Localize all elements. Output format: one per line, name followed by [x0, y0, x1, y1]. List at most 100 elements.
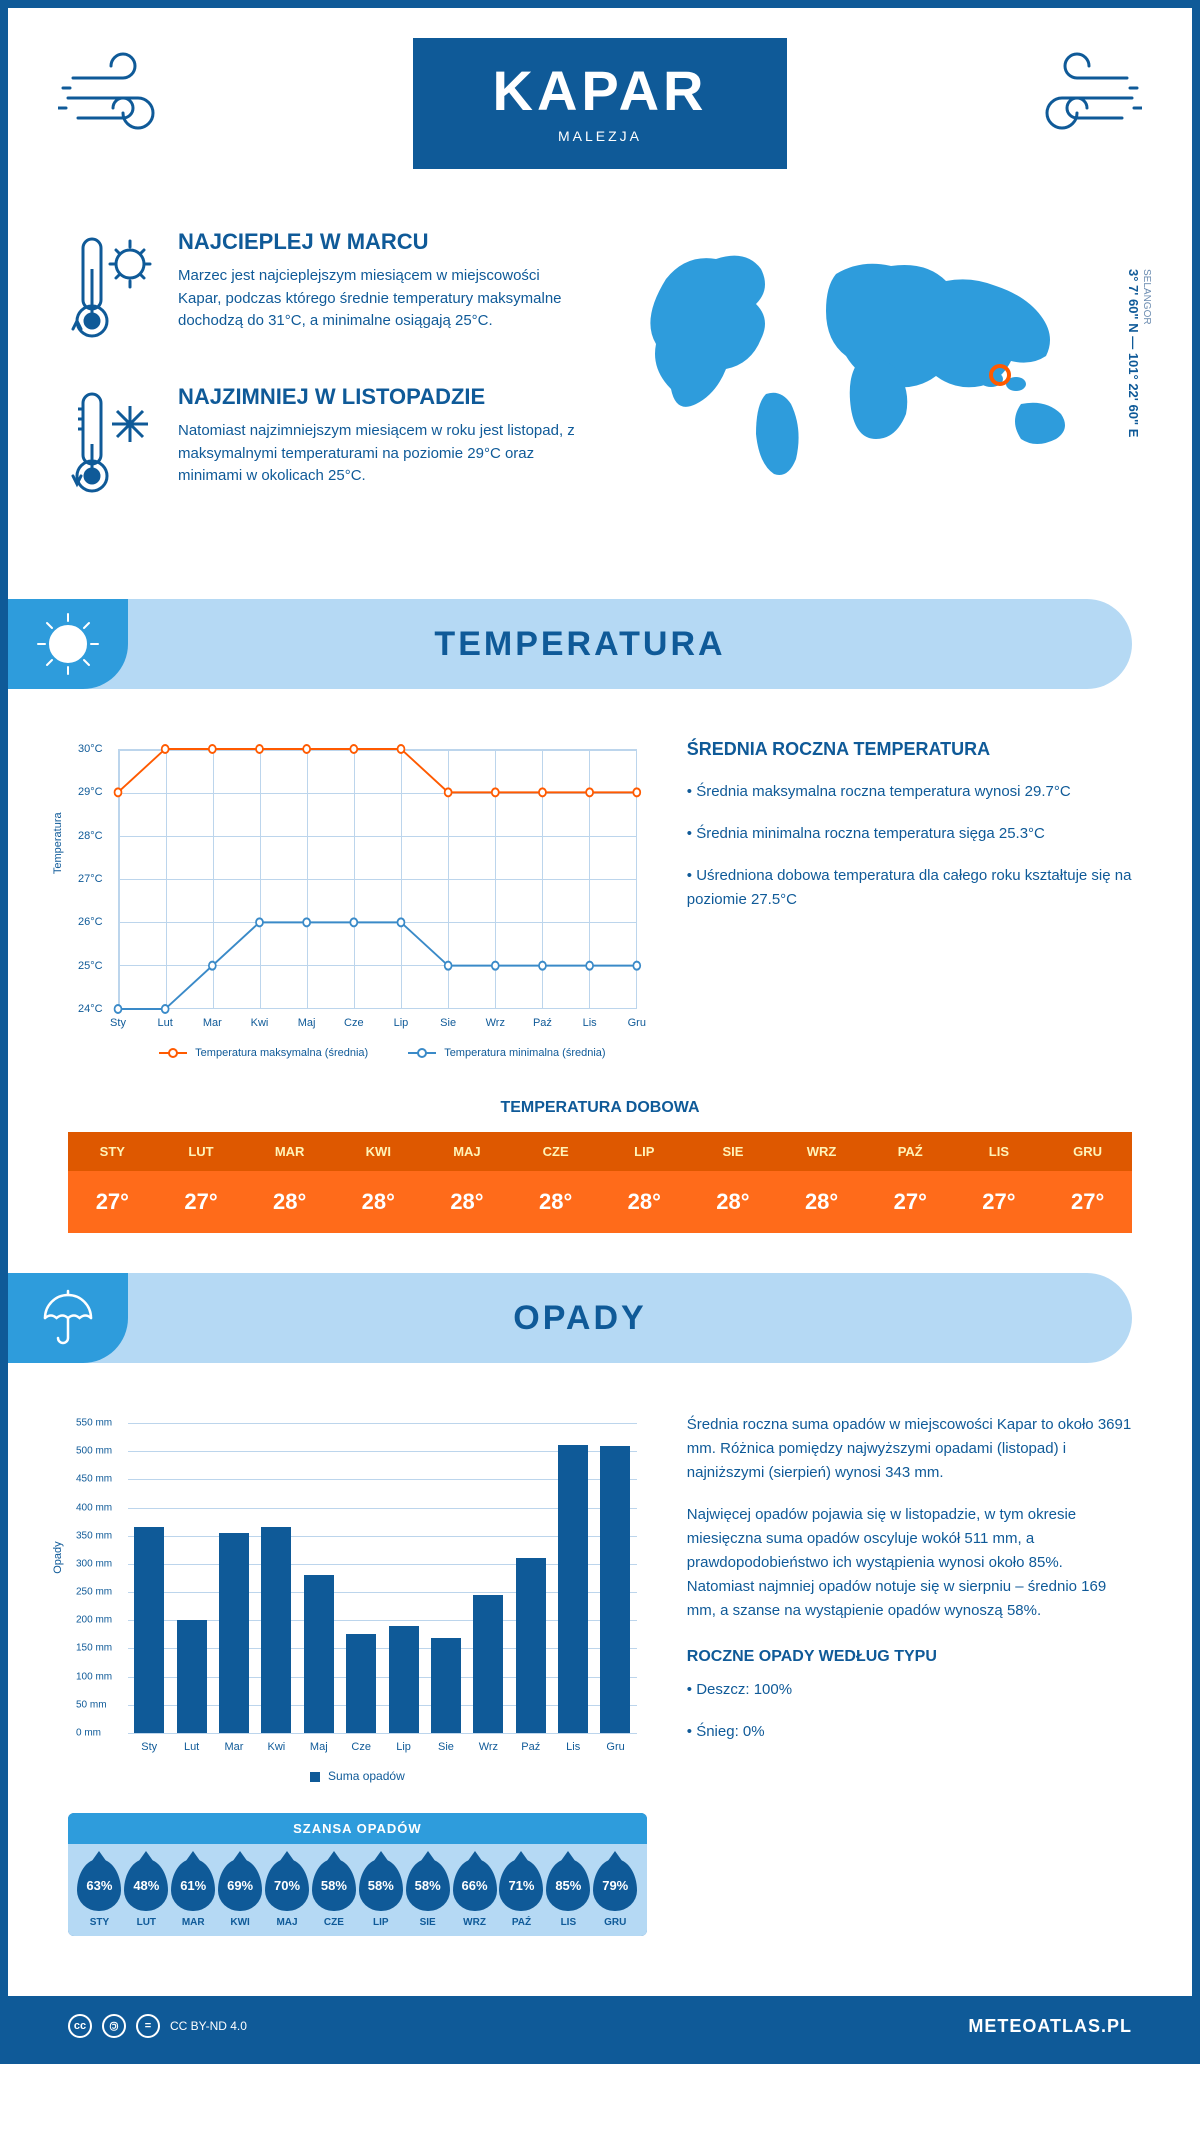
chance-drop: 63% STY [77, 1859, 121, 1928]
bar [431, 1638, 461, 1733]
chance-value: 63% [86, 1878, 112, 1893]
temperature-section-header: TEMPERATURA [8, 599, 1132, 689]
y-tick: 450 mm [76, 1474, 112, 1485]
x-tick: Mar [203, 1017, 222, 1029]
y-tick: 28°C [78, 830, 103, 842]
y-tick: 250 mm [76, 1587, 112, 1598]
x-tick: Kwi [268, 1741, 286, 1753]
chance-drop: 58%CZE [312, 1859, 356, 1928]
warmest-title: NAJCIEPLEJ W MARCU [178, 229, 580, 255]
temp-cell: 28° [689, 1171, 778, 1233]
temperature-info: ŚREDNIA ROCZNA TEMPERATURA • Średnia mak… [687, 739, 1132, 1059]
precipitation-bar-chart: Opady 0 mm50 mm100 mm150 mm200 mm250 mm3… [68, 1413, 647, 1936]
precip-type-info: ROCZNE OPADY WEDŁUG TYPU • Deszcz: 100% •… [687, 1648, 1132, 1744]
temp-cell: 28° [245, 1171, 334, 1233]
chance-drop: 85%LIS [546, 1859, 590, 1928]
month-header: MAJ [423, 1132, 512, 1171]
cc-icon: cc [68, 2014, 92, 2038]
x-tick: Kwi [251, 1017, 269, 1029]
bar [177, 1620, 207, 1733]
temp-cell: 27° [955, 1171, 1044, 1233]
precip-text-2: Najwięcej opadów pojawia się w listopadz… [687, 1503, 1132, 1623]
y-tick: 150 mm [76, 1643, 112, 1654]
chance-value: 66% [462, 1878, 488, 1893]
y-tick: 26°C [78, 916, 103, 928]
chance-value: 69% [227, 1878, 253, 1893]
x-tick: Sty [110, 1017, 126, 1029]
drop-icon: 58% [406, 1859, 450, 1911]
drop-icon: 63% [77, 1859, 121, 1911]
info-point: • Uśredniona dobowa temperatura dla całe… [687, 864, 1132, 912]
y-tick: 0 mm [76, 1728, 101, 1739]
chance-month: LUT [124, 1917, 168, 1928]
type-item: • Deszcz: 100% [687, 1678, 1132, 1702]
location-title: KAPAR [493, 58, 708, 123]
x-tick: Lut [158, 1017, 173, 1029]
month-header: STY [68, 1132, 157, 1171]
location-subtitle: MALEZJA [493, 128, 708, 144]
nd-icon: = [136, 2014, 160, 2038]
x-tick: Gru [606, 1741, 624, 1753]
y-tick: 100 mm [76, 1671, 112, 1682]
brand: METEOATLAS.PL [968, 2016, 1132, 2037]
by-icon: 🄯 [102, 2014, 126, 2038]
type-item: • Śnieg: 0% [687, 1720, 1132, 1744]
drop-icon: 58% [359, 1859, 403, 1911]
chance-month: STY [77, 1917, 121, 1928]
map-column: SELANGOR 3° 7' 60" N — 101° 22' 60" E [620, 229, 1132, 539]
x-tick: Cze [344, 1017, 364, 1029]
temp-cell: 27° [68, 1171, 157, 1233]
y-tick: 24°C [78, 1003, 103, 1015]
info-point: • Średnia maksymalna roczna temperatura … [687, 780, 1132, 804]
x-tick: Paź [533, 1017, 552, 1029]
bar [558, 1445, 588, 1733]
chance-month: MAR [171, 1917, 215, 1928]
x-tick: Paź [521, 1741, 540, 1753]
chance-value: 85% [555, 1878, 581, 1893]
temp-cell: 28° [334, 1171, 423, 1233]
chance-value: 70% [274, 1878, 300, 1893]
month-header: LIS [955, 1132, 1044, 1171]
wind-icon [1002, 48, 1142, 148]
y-axis-label: Opady [52, 1541, 64, 1573]
drop-icon: 48% [124, 1859, 168, 1911]
y-tick: 300 mm [76, 1558, 112, 1569]
legend-min: Temperatura minimalna (średnia) [444, 1047, 605, 1059]
warmest-block: NAJCIEPLEJ W MARCU Marzec jest najcieple… [68, 229, 580, 354]
month-header: MAR [245, 1132, 334, 1171]
daily-temp-title: TEMPERATURA DOBOWA [8, 1099, 1192, 1117]
x-tick: Lis [583, 1017, 597, 1029]
bar [219, 1533, 249, 1733]
chance-month: KWI [218, 1917, 262, 1928]
chance-drop: 48% LUT [124, 1859, 168, 1928]
y-axis-label: Temperatura [52, 812, 64, 874]
temp-cell: 27° [157, 1171, 246, 1233]
world-map [620, 229, 1132, 489]
temperature-chart-row: Temperatura 24°C25°C26°C27°C28°C29°C30°C… [8, 719, 1192, 1089]
type-title: ROCZNE OPADY WEDŁUG TYPU [687, 1648, 1132, 1666]
temp-cell: 28° [423, 1171, 512, 1233]
chance-drop: 71%PAŹ [499, 1859, 543, 1928]
footer: cc 🄯 = CC BY-ND 4.0 METEOATLAS.PL [8, 1996, 1192, 2056]
chance-month: CZE [312, 1917, 356, 1928]
bar [473, 1595, 503, 1733]
y-tick: 30°C [78, 743, 103, 755]
y-tick: 50 mm [76, 1699, 107, 1710]
x-tick: Wrz [486, 1017, 505, 1029]
license-text: CC BY-ND 4.0 [170, 2019, 247, 2033]
chance-drop: 79%GRU [593, 1859, 637, 1928]
warmest-text: Marzec jest najcieplejszym miesiącem w m… [178, 265, 580, 333]
info-point: • Średnia minimalna roczna temperatura s… [687, 822, 1132, 846]
thermometer-sun-icon [68, 229, 158, 354]
chance-month: WRZ [453, 1917, 497, 1928]
chance-month: GRU [593, 1917, 637, 1928]
intro-text-column: NAJCIEPLEJ W MARCU Marzec jest najcieple… [68, 229, 580, 539]
month-header: LIP [600, 1132, 689, 1171]
drop-icon: 61% [171, 1859, 215, 1911]
bar-legend: Suma opadów [68, 1769, 647, 1783]
y-tick: 200 mm [76, 1615, 112, 1626]
chance-drop: 58%SIE [406, 1859, 450, 1928]
chance-month: MAJ [265, 1917, 309, 1928]
temp-cell: 28° [511, 1171, 600, 1233]
temp-cell: 28° [600, 1171, 689, 1233]
